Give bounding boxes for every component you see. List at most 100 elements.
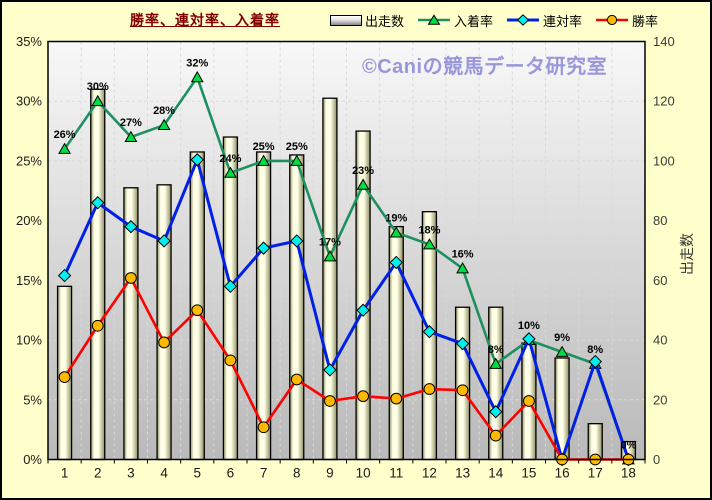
triangle-marker [190, 70, 204, 83]
svg-text:24%: 24% [219, 153, 241, 165]
right-axis-labels: 0 20 40 60 80 100 120 140 [653, 34, 675, 467]
svg-text:7: 7 [260, 466, 268, 481]
x-axis-labels: 1 2 3 4 5 6 7 8 9 10 11 12 13 14 15 16 17 18 [61, 466, 636, 481]
svg-text:15%: 15% [16, 273, 42, 288]
svg-text:19%: 19% [385, 213, 407, 225]
svg-text:25%: 25% [253, 141, 275, 153]
triangle-marker [389, 226, 403, 238]
svg-text:26%: 26% [54, 129, 76, 141]
bar [289, 154, 305, 461]
legend-label-starts: 出走数 [365, 13, 405, 29]
circle-marker [456, 384, 469, 397]
circle-marker-icon [596, 14, 629, 26]
svg-text:30%: 30% [16, 94, 42, 109]
right-axis-title: 出走数 [679, 233, 695, 275]
legend-label-place-rate: 入着率 [454, 13, 494, 29]
diamond-marker [422, 325, 437, 339]
diamond-marker [256, 241, 271, 255]
svg-text:0%: 0% [620, 440, 636, 452]
legend-item-place-rate: 入着率 [417, 11, 493, 30]
diamond-marker [522, 332, 536, 346]
triangle-marker [257, 154, 271, 166]
triangle-marker [91, 94, 105, 107]
place-rate-data-labels: 26% 30% 27% 28% 32% 24% 25% 25% 17% 23% 19% 18% 16% 8… [54, 57, 637, 451]
svg-text:120: 120 [653, 94, 675, 109]
svg-text:32%: 32% [186, 57, 208, 69]
svg-text:60: 60 [653, 273, 667, 288]
bar-swatch-icon [330, 14, 362, 26]
svg-text:35%: 35% [16, 34, 42, 49]
circle-marker [257, 421, 270, 434]
chart-title: 勝率、連対率、入着率 [130, 12, 280, 28]
svg-text:0%: 0% [23, 452, 42, 467]
legend-label-quinella-rate: 連対率 [543, 13, 583, 29]
triangle-marker [489, 357, 503, 369]
diamond-marker [57, 268, 72, 283]
svg-text:10: 10 [356, 466, 371, 481]
win-rate-line [58, 272, 635, 466]
legend-item-quinella-rate: 連対率 [506, 11, 582, 30]
diamond-marker [157, 234, 171, 248]
svg-text:100: 100 [653, 153, 675, 168]
diamond-marker [389, 255, 403, 270]
svg-text:16%: 16% [452, 248, 474, 260]
triangle-marker [157, 118, 171, 130]
svg-text:4: 4 [160, 466, 168, 481]
svg-text:18%: 18% [418, 225, 440, 237]
svg-text:5%: 5% [23, 392, 42, 407]
triangle-marker [290, 154, 304, 166]
legend-item-win-rate: 勝率 [595, 11, 658, 30]
svg-text:12: 12 [422, 466, 437, 481]
svg-text:10%: 10% [518, 320, 540, 332]
circle-marker [390, 392, 403, 405]
triangle-marker [422, 238, 436, 250]
svg-text:20%: 20% [16, 213, 42, 228]
svg-text:16: 16 [555, 466, 570, 481]
svg-text:25%: 25% [286, 141, 308, 153]
svg-text:8%: 8% [587, 344, 603, 356]
svg-text:8%: 8% [488, 344, 504, 356]
bar [255, 151, 272, 461]
circle-marker [158, 336, 170, 349]
svg-text:6: 6 [227, 466, 235, 481]
quinella-rate-line [57, 153, 636, 467]
svg-text:18: 18 [621, 466, 636, 481]
bar [454, 306, 471, 461]
svg-text:2: 2 [94, 466, 102, 481]
svg-text:0: 0 [653, 452, 660, 467]
legend: 出走数 入着率 連対率 勝率 [330, 10, 658, 30]
bar [90, 88, 106, 461]
svg-text:10%: 10% [16, 333, 42, 348]
svg-text:40: 40 [653, 333, 667, 348]
circle-marker [324, 395, 336, 407]
svg-text:1: 1 [61, 466, 69, 481]
svg-text:30%: 30% [87, 81, 109, 93]
circle-marker [489, 429, 502, 442]
svg-text:5: 5 [193, 466, 201, 481]
circle-marker [523, 395, 535, 407]
svg-text:28%: 28% [153, 105, 175, 117]
bar [222, 136, 239, 461]
diamond-marker [91, 196, 105, 210]
triangle-marker [124, 130, 138, 142]
diamond-marker [124, 219, 138, 234]
diamond-marker [455, 336, 470, 351]
circle-marker [125, 272, 137, 284]
triangle-marker [456, 262, 470, 274]
circle-marker [191, 304, 204, 317]
triangle-marker [58, 142, 72, 154]
circle-marker [224, 354, 237, 367]
svg-text:17%: 17% [319, 236, 341, 248]
diamond-marker [190, 153, 204, 167]
triangle-marker-icon [418, 14, 451, 25]
triangle-marker [555, 345, 569, 357]
legend-item-starts: 出走数 [330, 11, 404, 30]
svg-text:9: 9 [326, 466, 334, 481]
triangle-marker [223, 166, 237, 178]
x-axis-ticks [47, 459, 646, 464]
svg-text:80: 80 [653, 213, 667, 228]
diamond-marker [290, 234, 304, 248]
diamond-marker [323, 363, 337, 377]
diamond-marker [356, 303, 370, 317]
